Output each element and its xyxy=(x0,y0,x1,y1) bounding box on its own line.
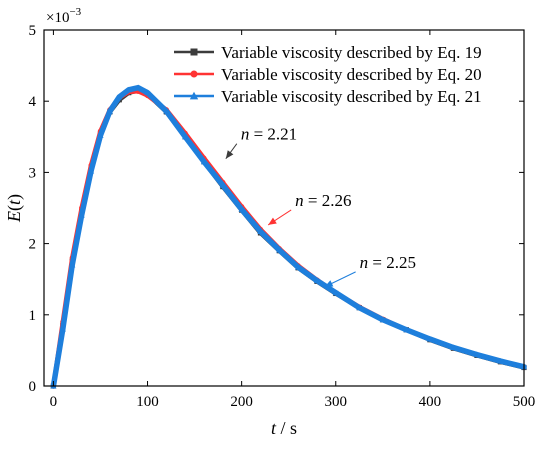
annotation-n-1: n = 2.21 xyxy=(225,125,297,160)
data-point xyxy=(106,108,114,114)
annotation-equals: = xyxy=(249,125,267,144)
annotation-variable: n xyxy=(295,191,304,210)
series-3 xyxy=(50,84,528,389)
y-axis-multiplier: ×10−3 xyxy=(46,6,82,26)
data-point xyxy=(134,84,142,91)
annotation-arrowhead xyxy=(324,280,334,287)
data-point xyxy=(403,326,410,333)
x-tick-label: 400 xyxy=(419,394,442,410)
annotation-value: 2.21 xyxy=(267,125,297,144)
data-point xyxy=(379,316,386,323)
legend: Variable viscosity described by Eq. 19 Va… xyxy=(174,43,482,106)
annotation-equals: = xyxy=(368,253,386,272)
x-tick-label: 0 xyxy=(50,394,58,410)
axis-ticks: 0 100 200 300 400 500 0 1 2 3 4 5 xyxy=(29,23,536,410)
y-axis-argument: t xyxy=(4,199,24,205)
annotation-label: n = 2.25 xyxy=(360,253,416,272)
data-point xyxy=(356,304,363,311)
plot-frame xyxy=(43,29,525,387)
legend-label: Variable viscosity described by Eq. 20 xyxy=(221,65,482,84)
y-tick-label: 4 xyxy=(29,94,37,110)
data-point xyxy=(426,335,434,342)
y-tick-label: 5 xyxy=(29,23,37,39)
x-tick-label: 500 xyxy=(513,394,536,410)
y-multiplier-exponent: −3 xyxy=(69,6,81,18)
legend-marker xyxy=(190,48,198,56)
x-axis-variable: t xyxy=(271,418,277,438)
legend-entry-1: Variable viscosity described by Eq. 19 xyxy=(174,43,482,62)
annotation-arrowhead xyxy=(225,150,234,159)
annotation-n-3: n = 2.25 xyxy=(324,253,416,288)
legend-entry-2: Variable viscosity described by Eq. 20 xyxy=(174,65,482,84)
data-point xyxy=(125,86,132,93)
annotation-variable: n xyxy=(360,253,369,272)
data-point xyxy=(332,289,339,296)
annotation-value: 2.26 xyxy=(322,191,352,210)
data-point xyxy=(276,246,283,253)
data-point xyxy=(182,133,189,140)
data-point xyxy=(473,351,481,358)
legend-label: Variable viscosity described by Eq. 21 xyxy=(221,87,482,106)
annotations: n = 2.21n = 2.26n = 2.25 xyxy=(225,125,416,288)
data-point xyxy=(200,158,208,165)
y-tick-label: 3 xyxy=(29,165,37,181)
series-layer xyxy=(50,84,528,389)
annotation-equals: = xyxy=(304,191,322,210)
annotation-value: 2.25 xyxy=(386,253,416,272)
x-axis-label: t / s xyxy=(271,418,297,438)
data-point xyxy=(78,212,85,218)
data-point xyxy=(313,277,321,284)
data-point xyxy=(97,132,104,138)
x-tick-label: 200 xyxy=(230,394,253,410)
annotation-n-2: n = 2.26 xyxy=(267,191,352,226)
y-multiplier-base: ×10 xyxy=(46,10,69,26)
data-point xyxy=(450,344,457,351)
x-tick-label: 100 xyxy=(136,394,159,410)
data-point xyxy=(163,108,170,114)
data-point xyxy=(116,93,123,100)
legend-entry-3: Variable viscosity described by Eq. 21 xyxy=(174,87,482,106)
annotation-label: n = 2.26 xyxy=(295,191,351,210)
data-point xyxy=(87,167,95,174)
annotation-variable: n xyxy=(241,125,250,144)
data-point xyxy=(144,89,151,96)
data-point xyxy=(294,263,302,270)
data-point xyxy=(238,206,245,212)
y-axis-variable: E xyxy=(4,211,24,223)
x-tick-label: 300 xyxy=(325,394,348,410)
y-tick-label: 2 xyxy=(29,237,37,253)
y-axis-label: E(t) xyxy=(4,194,25,223)
data-point xyxy=(59,325,66,332)
legend-marker xyxy=(190,70,198,78)
data-point xyxy=(257,228,264,234)
data-point xyxy=(219,182,226,188)
annotation-arrowhead xyxy=(268,217,277,225)
legend-marker xyxy=(189,91,199,100)
y-tick-label: 1 xyxy=(29,308,37,324)
data-point xyxy=(69,261,76,268)
x-axis-unit: / s xyxy=(281,418,298,438)
y-tick-label: 0 xyxy=(29,379,37,395)
data-point xyxy=(497,357,504,364)
legend-label: Variable viscosity described by Eq. 19 xyxy=(221,43,482,62)
annotation-label: n = 2.21 xyxy=(241,125,297,144)
